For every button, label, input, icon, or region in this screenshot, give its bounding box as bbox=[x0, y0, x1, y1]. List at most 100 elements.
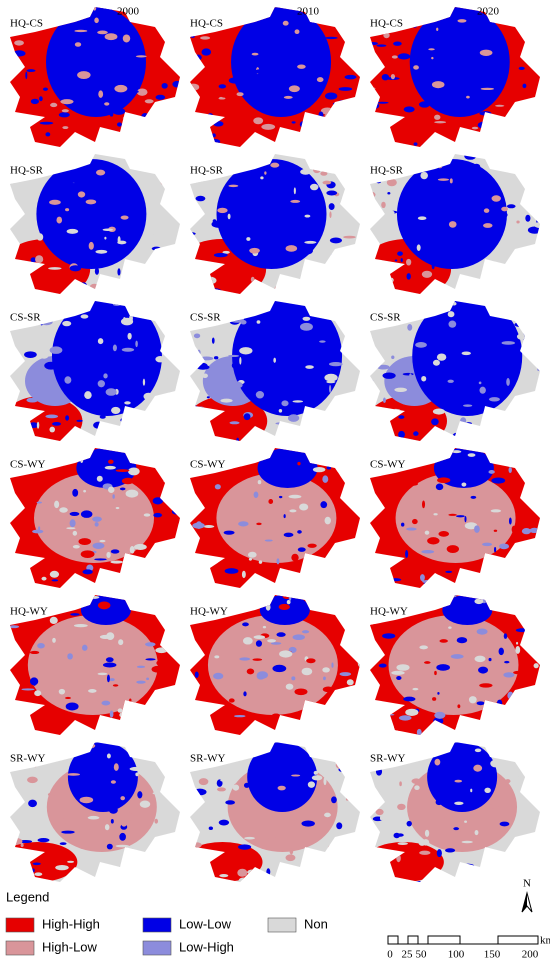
map-region bbox=[388, 615, 519, 715]
map-patch bbox=[164, 24, 169, 32]
map-patch bbox=[441, 442, 451, 446]
map-patch bbox=[137, 791, 143, 799]
map-patch bbox=[194, 54, 202, 61]
map-patch bbox=[218, 97, 226, 100]
map-patch bbox=[333, 197, 347, 203]
map-patch bbox=[279, 812, 282, 817]
map-patch bbox=[151, 280, 164, 285]
map-patch bbox=[190, 35, 195, 38]
map-patch bbox=[367, 801, 370, 805]
map-patch bbox=[199, 356, 214, 361]
map-patch bbox=[307, 543, 317, 548]
map-patch bbox=[355, 454, 360, 462]
map-patch bbox=[354, 487, 360, 496]
map-patch bbox=[431, 81, 445, 89]
map-patch bbox=[32, 439, 39, 441]
map-patch bbox=[26, 397, 39, 403]
map-patch bbox=[121, 477, 134, 485]
map-patch bbox=[525, 475, 533, 480]
map-patch bbox=[104, 465, 116, 470]
map-panel: HQ-WY bbox=[370, 595, 540, 741]
map-patch bbox=[291, 478, 298, 482]
map-patch bbox=[303, 247, 313, 255]
map-patch bbox=[370, 431, 371, 439]
map-patch bbox=[193, 7, 197, 12]
map-patch bbox=[10, 220, 14, 226]
map-patch bbox=[279, 650, 293, 658]
map-patch bbox=[484, 787, 491, 793]
map-patch bbox=[528, 136, 532, 143]
map-patch bbox=[238, 844, 252, 850]
panel-label: CS-SR bbox=[10, 312, 41, 324]
map-patch bbox=[447, 379, 454, 383]
map-patch bbox=[437, 178, 450, 181]
map-patch bbox=[144, 99, 154, 104]
map-patch bbox=[416, 728, 422, 735]
map-patch bbox=[472, 163, 481, 171]
map-patch bbox=[105, 388, 117, 396]
map-patch bbox=[10, 866, 16, 869]
map-patch bbox=[97, 672, 108, 676]
map-patch bbox=[279, 140, 289, 145]
map-patch bbox=[332, 308, 337, 317]
map-patch bbox=[251, 52, 259, 56]
map-patch bbox=[376, 101, 389, 104]
map-patch bbox=[166, 168, 173, 171]
map-patch bbox=[152, 792, 164, 795]
legend-label: High-High bbox=[42, 916, 100, 931]
map-patch bbox=[125, 304, 140, 311]
map-patch bbox=[513, 784, 521, 789]
map-patch bbox=[464, 820, 467, 823]
legend-swatch bbox=[5, 917, 35, 933]
map-patch bbox=[181, 786, 185, 789]
map-patch bbox=[109, 112, 114, 117]
map-patch bbox=[443, 736, 454, 741]
map-patch bbox=[122, 115, 130, 121]
map-patch bbox=[252, 658, 263, 661]
map-patch bbox=[139, 142, 148, 146]
map-patch bbox=[86, 788, 99, 795]
map-patch bbox=[488, 470, 495, 474]
map-patch bbox=[192, 522, 205, 529]
map-region bbox=[231, 7, 332, 117]
map-patch bbox=[65, 208, 70, 212]
map-patch bbox=[160, 178, 172, 186]
map-patch bbox=[30, 257, 37, 263]
map-patch bbox=[411, 190, 424, 195]
map-patch bbox=[110, 780, 116, 784]
map-patch bbox=[405, 483, 408, 489]
map-patch bbox=[115, 376, 124, 383]
map-patch bbox=[483, 223, 493, 228]
map-patch bbox=[346, 679, 354, 686]
map-patch bbox=[74, 29, 88, 33]
map-patch bbox=[78, 538, 92, 545]
map-patch bbox=[537, 90, 540, 93]
map-patch bbox=[431, 418, 439, 426]
map-patch bbox=[283, 532, 294, 538]
map-patch bbox=[306, 591, 308, 595]
map-patch bbox=[390, 578, 402, 582]
map-patch bbox=[323, 301, 327, 303]
map-patch bbox=[175, 301, 180, 305]
map-patch bbox=[278, 495, 283, 499]
map-patch bbox=[326, 466, 332, 470]
map-patch bbox=[383, 32, 390, 39]
map-patch bbox=[143, 513, 151, 517]
map-patch bbox=[183, 324, 186, 329]
map-patch bbox=[190, 541, 195, 547]
map-patch bbox=[49, 793, 55, 798]
map-patch bbox=[157, 715, 168, 720]
map-patch bbox=[164, 134, 175, 143]
map-patch bbox=[182, 404, 186, 411]
map-patch bbox=[183, 296, 187, 301]
map-patch bbox=[526, 249, 531, 257]
map-patch bbox=[303, 294, 315, 299]
map-patch bbox=[521, 715, 530, 718]
map-patch bbox=[117, 708, 123, 713]
map-patch bbox=[146, 16, 155, 25]
map-patch bbox=[342, 305, 351, 312]
map-patch bbox=[233, 154, 240, 159]
legend-swatch bbox=[267, 917, 297, 933]
map-patch bbox=[276, 558, 280, 565]
map-patch bbox=[121, 347, 135, 352]
